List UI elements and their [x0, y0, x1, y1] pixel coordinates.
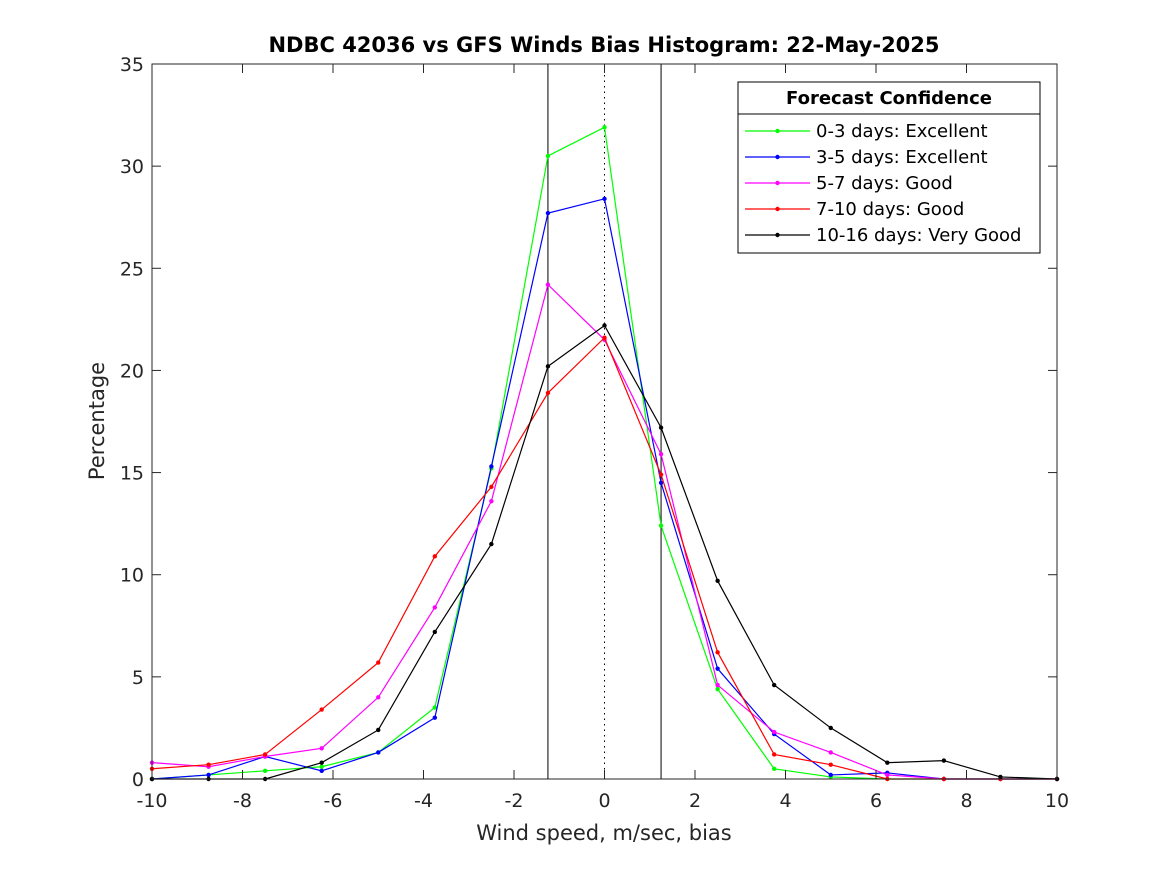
data-point: [206, 762, 211, 767]
legend-label: 0-3 days: Excellent: [816, 121, 988, 142]
legend-item: 5-7 days: Good: [745, 173, 953, 194]
data-point: [658, 480, 664, 485]
data-point: [828, 762, 833, 767]
data-point: [489, 464, 494, 469]
data-point: [432, 715, 438, 720]
legend-item: 10-16 days: Very Good: [745, 225, 1021, 246]
x-tick-label: 0: [598, 790, 610, 812]
chart-title: NDBC 42036 vs GFS Winds Bias Histogram: …: [268, 33, 939, 57]
data-point: [545, 210, 551, 216]
y-tick-label: 5: [132, 667, 144, 689]
legend-item: 7-10 days: Good: [745, 199, 964, 220]
y-tick-label: 20: [120, 360, 144, 382]
legend-marker: [775, 206, 780, 212]
data-point: [602, 335, 607, 340]
legend-title: Forecast Confidence: [786, 88, 992, 109]
x-tick-label: 2: [689, 790, 701, 812]
series-4: [149, 323, 1060, 782]
data-point: [489, 541, 494, 547]
legend-label: 5-7 days: Good: [816, 173, 953, 194]
legend-item: 3-5 days: Excellent: [745, 147, 988, 168]
data-point: [545, 153, 551, 159]
data-point: [376, 660, 381, 665]
data-point: [432, 629, 438, 635]
x-tick-label: -10: [136, 790, 167, 812]
data-point: [658, 451, 664, 457]
data-point: [602, 323, 607, 328]
legend-marker: [775, 180, 780, 186]
data-point: [602, 196, 607, 202]
legend-label: 7-10 days: Good: [816, 199, 964, 220]
x-axis-label: Wind speed, m/sec, bias: [476, 821, 732, 845]
legend-label: 10-16 days: Very Good: [816, 225, 1021, 246]
data-point: [432, 554, 438, 559]
legend: Forecast Confidence 0-3 days: Excellent 3…: [737, 81, 1041, 254]
legend-label: 3-5 days: Excellent: [816, 147, 988, 168]
reference-lines: [547, 64, 662, 779]
x-tick-label: 6: [870, 790, 882, 812]
y-tick-label: 30: [120, 156, 144, 178]
data-point: [319, 746, 324, 751]
data-point: [545, 364, 551, 369]
y-tick-label: 10: [120, 565, 144, 587]
data-point: [489, 484, 494, 490]
data-point: [715, 578, 720, 584]
data-point: [489, 498, 494, 504]
y-tick-label: 15: [120, 463, 144, 485]
data-point: [715, 666, 720, 671]
y-axis-label: Percentage: [85, 362, 109, 480]
data-point: [319, 768, 324, 774]
data-point: [715, 682, 720, 688]
data-point: [376, 750, 381, 755]
legend-item: 0-3 days: Excellent: [745, 121, 988, 142]
legend-box: [737, 81, 1041, 254]
x-tick-label: -4: [414, 790, 433, 812]
data-point: [828, 750, 833, 755]
data-point: [715, 686, 720, 692]
data-point: [262, 752, 268, 757]
data-point: [319, 707, 324, 712]
data-point: [658, 523, 664, 528]
x-tick-label: 8: [960, 790, 972, 812]
x-tick-label: -8: [233, 790, 252, 812]
data-point: [885, 772, 890, 778]
data-point: [828, 725, 833, 731]
legend-items: 0-3 days: Excellent 3-5 days: Excellent 5-…: [745, 121, 1021, 246]
legend-marker: [775, 232, 780, 238]
data-point: [432, 705, 438, 710]
data-point: [771, 752, 777, 757]
x-tick-label: -2: [505, 790, 524, 812]
data-point: [432, 605, 438, 610]
data-point: [262, 768, 268, 774]
x-tick-label: 10: [1045, 790, 1069, 812]
data-point: [376, 695, 381, 700]
data-point: [545, 390, 551, 396]
legend-marker: [775, 128, 780, 134]
data-point: [941, 758, 947, 763]
y-tick-label: 0: [132, 769, 144, 791]
data-point: [658, 425, 664, 430]
data-point: [828, 772, 833, 778]
data-point: [771, 766, 777, 771]
data-point: [319, 760, 324, 765]
data-point: [545, 282, 551, 287]
y-tick-label: 35: [120, 54, 144, 76]
data-point: [319, 764, 324, 769]
data-point: [376, 727, 381, 733]
data-point: [885, 760, 890, 765]
data-point: [715, 650, 720, 655]
x-tick-label: 4: [779, 790, 791, 812]
data-point: [771, 682, 777, 688]
y-tick-label: 25: [120, 258, 144, 280]
data-point: [998, 774, 1003, 780]
data-point: [658, 472, 664, 477]
data-point: [771, 729, 777, 735]
x-tick-label: -6: [324, 790, 343, 812]
axes-layer: -10 -8 -6 -4 -2 0 2 4 6 8 10 0 5 10 15 20 25 30 35: [120, 54, 1069, 812]
legend-marker: [775, 154, 780, 160]
data-point: [602, 125, 607, 130]
data-point: [206, 772, 211, 778]
